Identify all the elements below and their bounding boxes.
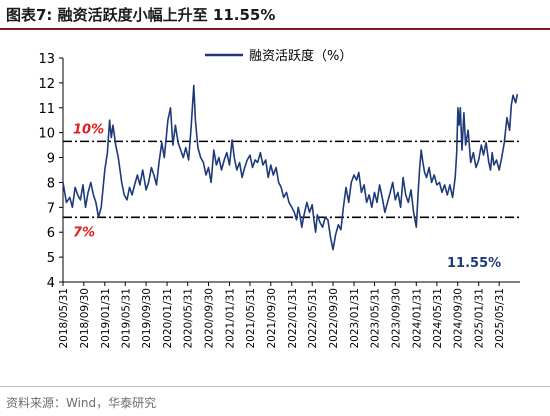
y-tick-label: 13 — [38, 52, 55, 67]
x-tick-label: 2023/05/31 — [369, 288, 381, 349]
annotations: 11.55% — [447, 256, 501, 271]
x-tick-label: 2024/09/30 — [453, 288, 465, 349]
x-tick-label: 2019/01/31 — [100, 288, 112, 349]
source-note: 资料来源：Wind，华泰研究 — [6, 396, 157, 410]
x-tick-label: 2019/09/30 — [141, 288, 153, 349]
x-tick-label: 2023/01/31 — [349, 288, 361, 349]
title-rule — [0, 28, 550, 30]
series-layer — [62, 84, 519, 251]
x-tick-label: 2024/05/31 — [432, 288, 444, 349]
x-tick-label: 2021/09/30 — [266, 288, 278, 349]
reference-lines: 10% 7% — [63, 122, 520, 240]
y-tick-label: 7 — [47, 201, 55, 216]
chart-axes: 4 5 6 7 8 9 10 11 12 13 2018/05/31 2018/09/30 2019/0… — [38, 52, 520, 349]
reference-line-label: 10% — [73, 122, 104, 137]
reference-line-label: 7% — [73, 225, 95, 240]
x-tick-label: 2025/01/31 — [474, 288, 486, 349]
x-tick-label: 2023/09/30 — [390, 288, 402, 349]
y-tick-label: 12 — [38, 77, 55, 92]
series-line — [62, 84, 519, 251]
x-tick-label: 2022/09/30 — [328, 288, 340, 349]
x-tick-label: 2020/01/31 — [162, 288, 174, 349]
x-tick-label: 2021/01/31 — [224, 288, 236, 349]
legend-label: 融资活跃度（%） — [249, 48, 352, 64]
y-tick-label: 8 — [47, 176, 55, 191]
bottom-rule — [0, 386, 550, 387]
y-tick-label: 9 — [47, 152, 55, 167]
x-tick-label: 2024/01/31 — [411, 288, 423, 349]
x-tick-label: 2021/05/31 — [245, 288, 257, 349]
x-tick-label: 2018/05/31 — [58, 288, 70, 349]
x-tick-label: 2022/01/31 — [287, 288, 299, 349]
y-tick-label: 11 — [38, 102, 55, 117]
x-tick-label: 2018/09/30 — [79, 288, 91, 349]
figure-title: 图表7: 融资活跃度小幅上升至 11.55% — [6, 6, 276, 24]
x-tick-label: 2020/05/31 — [183, 288, 195, 349]
x-tick-label: 2020/09/30 — [204, 288, 216, 349]
y-tick-label: 6 — [47, 226, 55, 241]
x-tick-label: 2022/05/31 — [307, 288, 319, 349]
x-tick-label: 2025/05/31 — [494, 288, 506, 349]
y-tick-label: 4 — [47, 276, 55, 291]
y-tick-label: 10 — [38, 127, 55, 142]
legend: 融资活跃度（%） — [205, 48, 352, 64]
latest-value-label: 11.55% — [447, 256, 501, 271]
x-tick-label: 2019/05/31 — [120, 288, 132, 349]
y-tick-label: 5 — [47, 251, 55, 266]
